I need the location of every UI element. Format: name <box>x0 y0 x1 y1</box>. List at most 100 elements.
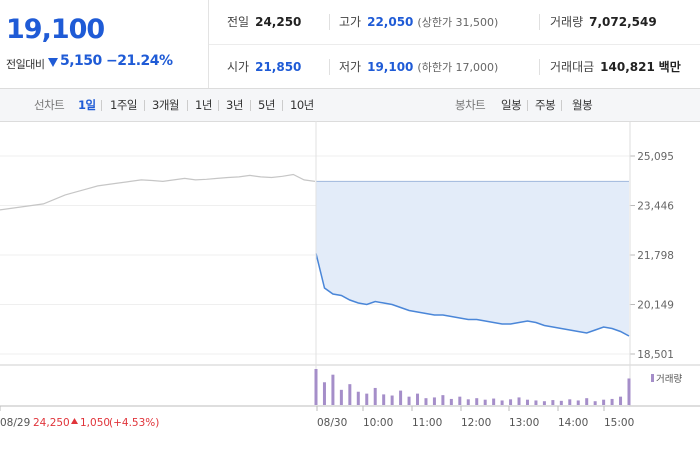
tab-1w[interactable]: 1주일 <box>110 98 137 112</box>
low-label: 저가 <box>339 60 362 74</box>
down-arrow-icon <box>48 58 58 67</box>
price-box: 19,100 전일대비 5,150 −21.24% <box>0 0 209 88</box>
y-tick-label: 25,095 <box>637 151 674 163</box>
tab-10y[interactable]: 10년 <box>290 98 314 112</box>
change-percent: −21.24% <box>106 53 173 69</box>
lower-limit: (하한가 17,000) <box>417 61 499 74</box>
volume-value: 7,072,549 <box>589 15 657 29</box>
amount-unit: 백만 <box>658 60 681 74</box>
stats-row: 전일 24,250 고가 22,050 (상한가 31,500) 거래량 7,072,5… <box>209 0 700 44</box>
volume-bar <box>407 396 411 405</box>
volume-bar <box>534 400 538 405</box>
y-tick-label: 23,446 <box>637 201 674 213</box>
x-tick-label: 11:00 <box>412 417 442 429</box>
open-label: 시가 <box>227 60 250 74</box>
candle-chart-label: 봉차트 <box>455 98 486 112</box>
volume-bar <box>492 398 496 405</box>
open-cell: 시가 21,850 <box>227 45 301 89</box>
price-chart: 25,095 23,446 21,798 20,149 18,501 거래량 08/29… <box>0 121 700 450</box>
volume-bar <box>475 398 479 405</box>
x-tick-label: 12:00 <box>461 417 491 429</box>
volume-bar <box>432 397 436 405</box>
tab-1y[interactable]: 1년 <box>195 98 212 112</box>
tab-1d[interactable]: 1일 <box>78 98 96 112</box>
amount-value: 140,821 <box>600 60 655 74</box>
volume-cell: 거래량 7,072,549 <box>550 0 657 44</box>
volume-bar <box>348 384 352 405</box>
y-tick-label: 18,501 <box>637 349 674 361</box>
line-chart-label: 선차트 <box>34 98 65 112</box>
quote-header: 19,100 전일대비 5,150 −21.24% 전일 24,250 고가 22,… <box>0 0 700 89</box>
volume-legend-label: 거래량 <box>656 373 682 385</box>
low-value: 19,100 <box>367 60 414 74</box>
volume-bar <box>399 390 403 405</box>
volume-bar <box>441 395 445 405</box>
prev-close-info: 24,250 <box>33 417 70 429</box>
volume-bar <box>602 399 606 405</box>
chart-tab-bar: 선차트 1일 1주일 3개월 1년 3년 5년 10년 봉차트 일봉 주봉 월봉 <box>0 89 700 122</box>
volume-bar <box>416 393 420 405</box>
volume-bar <box>585 398 589 405</box>
prev-close-label: 전일 <box>227 15 250 29</box>
tab-3m[interactable]: 3개월 <box>152 98 179 112</box>
volume-bar <box>314 369 318 405</box>
stats-row: 시가 21,850 저가 19,100 (하한가 17,000) 거래대금 140,82… <box>209 44 700 89</box>
prev-close-cell: 전일 24,250 <box>227 0 301 44</box>
volume-bar <box>559 400 563 405</box>
volume-bar <box>390 395 394 405</box>
volume-bar <box>610 398 614 405</box>
today-fill-area <box>316 181 629 336</box>
stats-panel: 전일 24,250 고가 22,050 (상한가 31,500) 거래량 7,072,5… <box>209 0 700 88</box>
tab-5y[interactable]: 5년 <box>258 98 275 112</box>
volume-bar <box>568 399 572 405</box>
volume-bar <box>339 389 343 405</box>
volume-legend-swatch <box>651 374 654 382</box>
prev-change-pct-info: (+4.53%) <box>109 417 159 429</box>
low-cell: 저가 19,100 (하한가 17,000) <box>339 45 498 89</box>
prev-change-info: 1,050 <box>80 417 110 429</box>
volume-bar <box>627 378 631 405</box>
x-tick-label: 08/30 <box>317 417 347 429</box>
high-value: 22,050 <box>367 15 414 29</box>
x-tick-label: 08/29 <box>0 417 30 429</box>
y-tick-label: 20,149 <box>637 300 674 312</box>
prev-day-line <box>0 173 316 211</box>
high-cell: 고가 22,050 (상한가 31,500) <box>339 0 498 44</box>
change-label: 전일대비 <box>6 58 45 71</box>
x-tick-label: 14:00 <box>558 417 588 429</box>
tab-weekly-candle[interactable]: 주봉 <box>535 98 556 112</box>
x-tick-label: 10:00 <box>363 417 393 429</box>
x-tick-label: 15:00 <box>604 417 634 429</box>
volume-bar <box>331 374 335 405</box>
tab-3y[interactable]: 3년 <box>226 98 243 112</box>
volume-bar <box>576 400 580 405</box>
y-tick-label: 21,798 <box>637 250 674 262</box>
high-label: 고가 <box>339 15 362 29</box>
amount-cell: 거래대금 140,821 백만 <box>550 45 681 89</box>
today-price-line <box>315 253 630 337</box>
volume-bar <box>483 399 487 405</box>
volume-bar <box>458 396 462 405</box>
volume-bar <box>593 401 597 405</box>
current-price: 19,100 <box>6 14 105 45</box>
prev-close-value: 24,250 <box>255 15 302 29</box>
up-arrow-icon <box>71 418 78 424</box>
upper-limit: (상한가 31,500) <box>417 16 499 29</box>
volume-bar <box>500 400 504 405</box>
volume-bar <box>517 397 521 405</box>
open-value: 21,850 <box>255 60 302 74</box>
change-value: 5,150 <box>60 53 102 69</box>
volume-bar <box>466 399 470 405</box>
amount-label: 거래대금 <box>550 60 595 74</box>
volume-bar <box>509 399 513 405</box>
tab-daily-candle[interactable]: 일봉 <box>501 98 522 112</box>
volume-bar <box>619 396 623 405</box>
volume-bar <box>382 394 386 405</box>
volume-bar <box>356 391 360 405</box>
tab-monthly-candle[interactable]: 월봉 <box>572 98 593 112</box>
volume-bar <box>322 382 326 405</box>
volume-bar <box>424 398 428 405</box>
volume-bar <box>449 398 453 405</box>
volume-bar <box>525 399 529 405</box>
volume-bar <box>551 400 555 405</box>
